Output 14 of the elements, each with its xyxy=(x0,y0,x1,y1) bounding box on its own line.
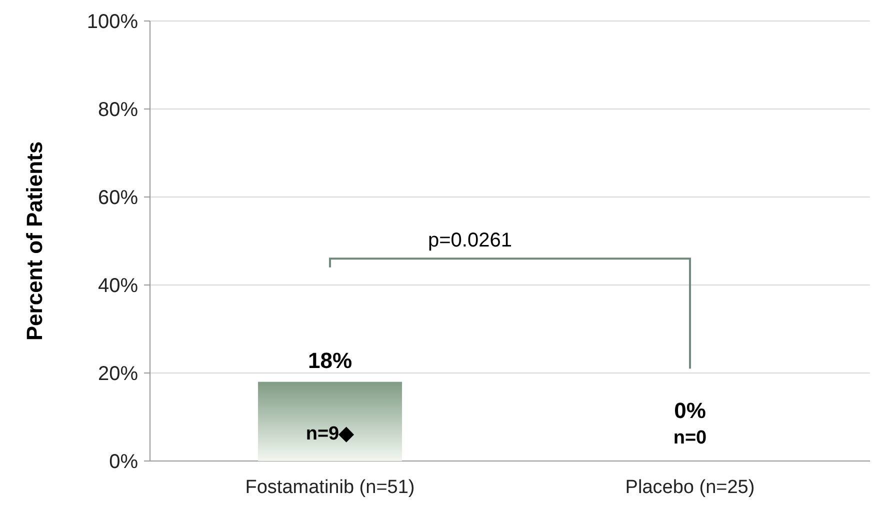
y-tick-label: 80% xyxy=(98,99,138,121)
y-tick-label: 40% xyxy=(98,275,138,297)
x-tick-label: Fostamatinib (n=51) xyxy=(245,477,415,498)
y-axis-title: Percent of Patients xyxy=(22,141,47,341)
y-tick-label: 100% xyxy=(86,11,138,33)
annotation: n=9◆ xyxy=(306,423,356,444)
x-tick-label: Placebo (n=25) xyxy=(625,477,755,498)
y-tick-label: 0% xyxy=(109,451,138,473)
annotation: n=0 xyxy=(673,427,707,448)
data-label: 18% xyxy=(308,348,352,373)
data-label: 0% xyxy=(674,398,706,423)
y-tick-label: 60% xyxy=(98,187,138,209)
annotation: p=0.0261 xyxy=(428,230,512,252)
y-tick-label: 20% xyxy=(98,363,138,385)
